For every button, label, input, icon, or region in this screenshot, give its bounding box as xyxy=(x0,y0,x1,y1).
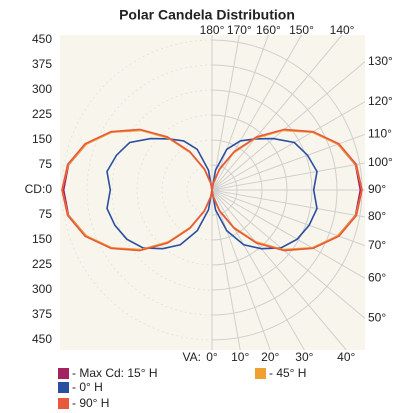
grid-radial xyxy=(211,189,365,319)
angle-tick-label: 140° xyxy=(330,23,355,37)
r-axis-label: CD: xyxy=(25,182,46,196)
r-tick-label: 375 xyxy=(32,57,52,71)
r-tick-label: 150 xyxy=(32,132,52,146)
r-tick-label: 225 xyxy=(32,257,52,271)
grid-radial xyxy=(211,189,241,350)
angle-tick-label: 50° xyxy=(368,311,386,325)
legend-swatch xyxy=(58,382,69,393)
legend-label: - Max Cd: 15° H xyxy=(72,366,158,380)
grid-radial xyxy=(211,35,240,191)
angle-tick-label: 120° xyxy=(368,94,393,108)
r-tick-label: CD:0 xyxy=(25,182,53,196)
grid-radial xyxy=(211,189,347,350)
angle-tick-label: 80° xyxy=(368,209,386,223)
legend-label: - 0° H xyxy=(72,380,103,394)
r-tick-label: 450 xyxy=(32,332,52,346)
angle-tick-label: 90° xyxy=(368,182,386,196)
angle-tick-label: 20° xyxy=(261,350,279,364)
angle-tick-label: 40° xyxy=(337,350,355,364)
r-tick-label: 75 xyxy=(39,207,53,221)
angle-tick-label: 110° xyxy=(368,126,392,140)
legend-swatch xyxy=(255,368,266,379)
grid-radial xyxy=(211,189,365,218)
grid-radial xyxy=(211,35,343,191)
curves xyxy=(61,128,363,252)
angle-tick-label: 130° xyxy=(368,54,393,68)
curve xyxy=(211,137,318,250)
curve xyxy=(211,128,363,252)
angle-tick-label: 170° xyxy=(227,23,252,37)
grid-radial xyxy=(211,35,269,191)
angle-tick-label: 60° xyxy=(368,271,386,285)
grid-arc xyxy=(86,64,213,316)
angle-tick-label: 70° xyxy=(368,238,386,252)
angle-tick-label: 30° xyxy=(295,350,313,364)
legend-swatch xyxy=(58,398,69,409)
angle-tick-label: 10° xyxy=(231,350,249,364)
legend-label: - 45° H xyxy=(269,366,306,380)
angle-tick-label: 150° xyxy=(289,23,314,37)
r-tick-label: 450 xyxy=(32,32,52,46)
angle-axis-label: VA: xyxy=(183,350,201,364)
grid-radial xyxy=(211,162,365,191)
grid-radial xyxy=(211,189,365,279)
curve xyxy=(106,137,213,250)
r-tick-label: 300 xyxy=(32,82,52,96)
angle-tick-label: 100° xyxy=(368,155,393,169)
chart-title: Polar Candela Distribution xyxy=(119,7,295,23)
r-tick-label: 225 xyxy=(32,107,52,121)
r-tick-label: 150 xyxy=(32,232,52,246)
curve xyxy=(61,128,213,252)
angle-tick-label: 160° xyxy=(256,23,281,37)
grid-radial xyxy=(211,189,271,350)
r-tick-value: 0 xyxy=(45,182,52,196)
r-tick-label: 300 xyxy=(32,282,52,296)
grid-radial xyxy=(211,101,365,191)
angle-tick-label: 180° xyxy=(200,23,225,37)
grid-arc xyxy=(136,114,213,266)
grid-radial xyxy=(211,61,365,191)
legend-swatch xyxy=(58,368,69,379)
r-tick-label: 75 xyxy=(39,157,53,171)
r-tick-label: 375 xyxy=(32,307,52,321)
grid xyxy=(61,35,365,350)
legend-label: - 90° H xyxy=(72,396,109,410)
grid-arc xyxy=(111,89,213,291)
angle-tick-label: 0° xyxy=(206,350,218,364)
grid-radial xyxy=(211,189,305,350)
grid-radial xyxy=(211,35,302,191)
